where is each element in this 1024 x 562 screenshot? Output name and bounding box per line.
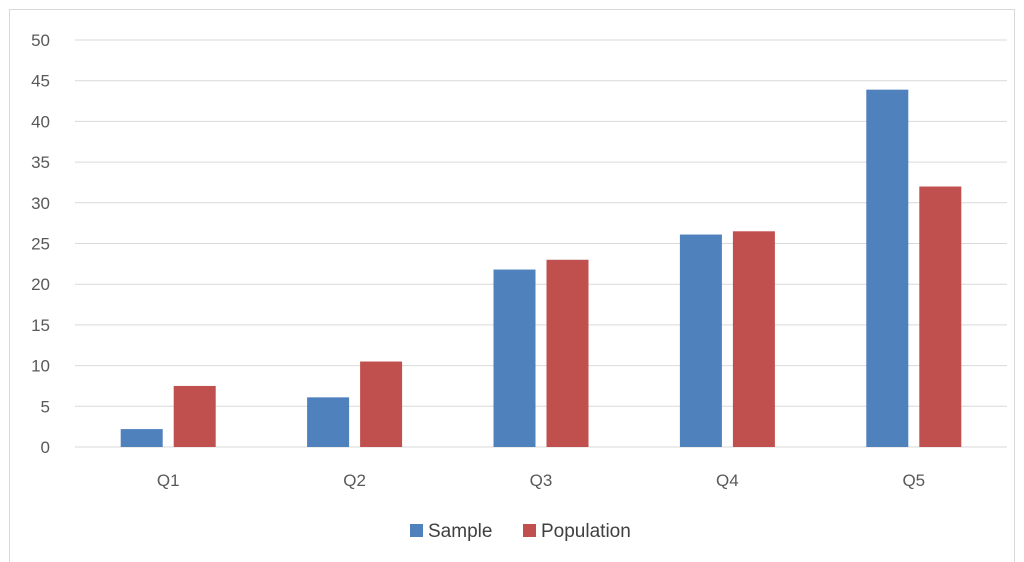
x-tick-label: Q3 (530, 471, 553, 490)
x-tick-label: Q2 (343, 471, 366, 490)
y-tick-label: 40 (31, 112, 50, 131)
bar-sample-q5 (866, 89, 909, 448)
y-axis-ticks: 0 5 10 15 20 25 30 35 40 45 50 (31, 31, 50, 457)
y-tick-label: 25 (31, 235, 50, 254)
bar-population-q1 (173, 385, 216, 447)
legend-swatch-population (523, 524, 536, 537)
bar-sample-q2 (307, 397, 350, 447)
gridlines (75, 39, 1007, 448)
x-tick-label: Q5 (902, 471, 925, 490)
x-axis-ticks: Q1 Q2 Q3 Q4 Q5 (157, 471, 925, 490)
bar-sample-q3 (493, 269, 536, 447)
y-tick-label: 30 (31, 194, 50, 213)
bar-population-q4 (732, 231, 775, 447)
y-tick-label: 10 (31, 357, 50, 376)
y-tick-label: 20 (31, 275, 50, 294)
bars (120, 89, 962, 448)
y-tick-label: 15 (31, 316, 50, 335)
bar-population-q3 (546, 259, 589, 447)
bar-population-q5 (919, 186, 962, 447)
y-tick-label: 0 (41, 438, 50, 457)
x-tick-label: Q4 (716, 471, 739, 490)
legend-label-population: Population (541, 521, 631, 542)
bar-sample-q1 (120, 429, 163, 447)
legend-label-sample: Sample (428, 521, 492, 542)
x-tick-label: Q1 (157, 471, 180, 490)
legend-swatch-sample (410, 524, 423, 537)
y-tick-label: 35 (31, 153, 50, 172)
y-tick-label: 5 (41, 397, 50, 416)
bar-sample-q4 (679, 234, 722, 447)
y-tick-label: 50 (31, 31, 50, 50)
bar-population-q2 (360, 361, 403, 447)
y-tick-label: 45 (31, 72, 50, 91)
legend: Sample Population (410, 521, 631, 542)
